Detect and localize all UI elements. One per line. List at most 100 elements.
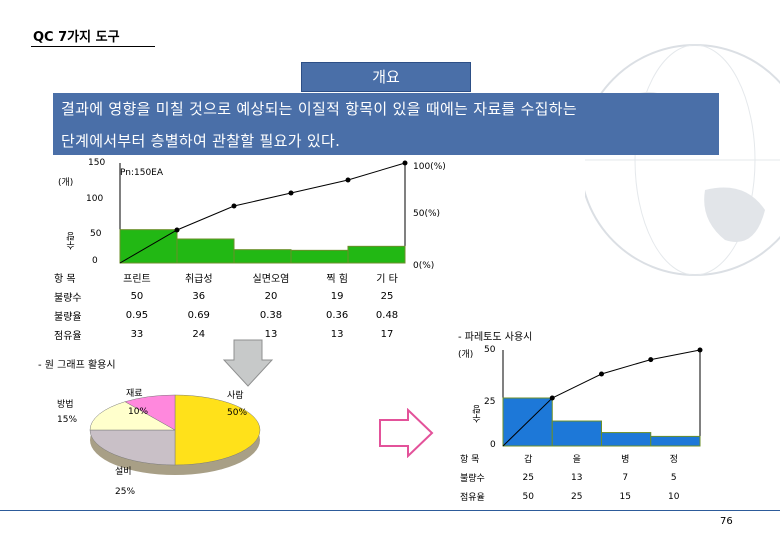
table-row-label: 불량수 bbox=[460, 474, 485, 484]
table-cell: 20 bbox=[264, 291, 278, 302]
table-row-label: 점유율 bbox=[54, 331, 82, 342]
pareto-data-table: 항 목 갑 을 병 정 불량수 25 13 7 5 점유율 50 25 15 1… bbox=[458, 449, 698, 506]
table-cell: 정 bbox=[669, 455, 678, 465]
table-cell: 17 bbox=[380, 329, 394, 340]
main-cumulative-point-5 bbox=[402, 160, 408, 166]
pareto-cumulative-point-2 bbox=[599, 371, 604, 377]
description-box: 결과에 영향을 미칠 것으로 예상되는 이질적 항목이 있을 때에는 자료를 수… bbox=[53, 93, 719, 155]
table-cell: 24 bbox=[192, 329, 206, 340]
overview-label: 개요 bbox=[301, 62, 471, 92]
table-cell: 13 bbox=[571, 472, 583, 483]
main-cumulative-point-4 bbox=[345, 177, 351, 183]
down-arrow-icon bbox=[222, 339, 274, 387]
table-cell: 0.95 bbox=[125, 310, 149, 321]
pareto-cumulative-point-3 bbox=[648, 357, 654, 363]
table-cell: 병 bbox=[621, 455, 630, 465]
table-cell: 25 bbox=[571, 491, 583, 502]
table-row-rate: 불량율 0.95 0.69 0.38 0.36 0.48 bbox=[52, 306, 412, 325]
table-row-share: 점유율 50 25 15 10 bbox=[458, 487, 698, 506]
pareto-caption: - 파레토도 사용시 bbox=[458, 332, 533, 343]
table-row-count: 불량수 50 36 20 19 25 bbox=[52, 287, 412, 306]
table-cell: 취급성 bbox=[184, 274, 213, 285]
pareto-y-tick-0: 0 bbox=[490, 440, 496, 450]
table-cell: 10 bbox=[668, 491, 680, 502]
main-unit-label: (개) bbox=[58, 178, 74, 188]
table-cell: 50 bbox=[130, 291, 144, 302]
table-cell: 0.69 bbox=[187, 310, 210, 321]
pie-label-people: 사람 bbox=[227, 391, 244, 401]
table-cell: 33 bbox=[130, 329, 144, 340]
pareto-unit-label: (개) bbox=[458, 350, 474, 360]
pie-caption: - 원 그래프 활용시 bbox=[38, 360, 116, 371]
pie-label-equipment: 설비 bbox=[115, 467, 132, 477]
main-cumulative-point-1 bbox=[174, 227, 180, 233]
right-arrow-icon bbox=[379, 408, 434, 458]
main-cumulative-point-2 bbox=[231, 203, 237, 209]
pie-pct-equipment: 25% bbox=[115, 487, 136, 497]
main-y-tick-100: 100 bbox=[86, 194, 104, 204]
table-row-label: 불량수 bbox=[54, 293, 82, 304]
pareto-y-tick-50: 50 bbox=[484, 345, 496, 355]
pie-slice-4 bbox=[124, 394, 176, 431]
page-number: 76 bbox=[720, 516, 733, 527]
main-bar-5 bbox=[347, 245, 406, 264]
main-pct-tick-100: 100(%) bbox=[413, 162, 446, 172]
pareto-y-tick-25: 25 bbox=[484, 397, 496, 407]
page-title: QC 7가지 도구 bbox=[33, 30, 120, 45]
main-y-tick-50: 50 bbox=[90, 229, 102, 239]
main-cumulative-line bbox=[119, 162, 406, 264]
table-cell: 프린트 bbox=[123, 274, 151, 285]
pareto-cumulative-point-1 bbox=[549, 395, 555, 401]
pareto-bar-4 bbox=[650, 435, 701, 447]
main-n-label: Pn:150EA bbox=[120, 168, 164, 178]
table-cell: 15 bbox=[619, 491, 631, 502]
table-cell: 0.36 bbox=[326, 310, 349, 321]
table-cell: 5 bbox=[670, 472, 677, 483]
main-pct-tick-0: 0(%) bbox=[413, 261, 435, 271]
pie-label-method: 방법 bbox=[57, 400, 74, 410]
pareto-bar-2 bbox=[551, 420, 602, 447]
table-cell: 기 타 bbox=[376, 274, 398, 285]
main-data-table: 항 목 프린트 취급성 실면오염 찍 힘 기 타 불량수 50 36 20 19… bbox=[52, 268, 412, 344]
table-cell: 실면오염 bbox=[252, 274, 290, 285]
main-cumulative-point-3 bbox=[288, 190, 294, 196]
table-row-label: 점유율 bbox=[460, 493, 485, 503]
table-cell: 13 bbox=[330, 329, 344, 340]
table-cell: 19 bbox=[330, 291, 344, 302]
table-cell: 찍 힘 bbox=[326, 274, 348, 285]
pie-pct-material: 10% bbox=[128, 407, 149, 417]
pie-slice-2 bbox=[89, 429, 176, 466]
table-cell: 25 bbox=[522, 472, 534, 483]
table-cell: 50 bbox=[522, 491, 534, 502]
pie-slice-3 bbox=[89, 401, 176, 431]
pareto-cumulative-point-4 bbox=[697, 347, 703, 353]
table-cell: 25 bbox=[380, 291, 394, 302]
title-underline bbox=[31, 46, 155, 47]
table-cell: 7 bbox=[622, 472, 629, 483]
pie-pct-method: 15% bbox=[57, 415, 78, 425]
table-cell: 0.38 bbox=[259, 310, 283, 321]
table-row-label: 항 목 bbox=[54, 274, 76, 285]
description-line-2: 단계에서부터 층별하여 관찰할 필요가 있다. bbox=[61, 132, 341, 150]
pie-label-material: 재료 bbox=[126, 389, 143, 399]
footer-rule bbox=[0, 510, 780, 511]
table-cell: 갑 bbox=[524, 455, 533, 465]
main-y-tick-0: 0 bbox=[92, 256, 98, 266]
table-row-items: 항 목 프린트 취급성 실면오염 찍 힘 기 타 bbox=[52, 268, 412, 287]
pareto-bar-3 bbox=[601, 432, 652, 447]
main-pct-tick-50: 50(%) bbox=[413, 209, 441, 219]
pie-slice-1 bbox=[174, 394, 261, 466]
main-y-tick-150: 150 bbox=[88, 158, 106, 168]
table-row-count: 불량수 25 13 7 5 bbox=[458, 468, 698, 487]
description-line-1: 결과에 영향을 미칠 것으로 예상되는 이질적 항목이 있을 때에는 자료를 수… bbox=[61, 100, 577, 118]
main-bar-2 bbox=[176, 238, 235, 264]
table-row-label: 불량율 bbox=[54, 312, 82, 323]
table-row-share: 점유율 33 24 13 13 17 bbox=[52, 325, 412, 344]
table-cell: 을 bbox=[572, 455, 581, 465]
pie-pct-people: 50% bbox=[227, 408, 248, 418]
table-row-items: 항 목 갑 을 병 정 bbox=[458, 449, 698, 468]
table-row-label: 항 목 bbox=[460, 455, 480, 465]
